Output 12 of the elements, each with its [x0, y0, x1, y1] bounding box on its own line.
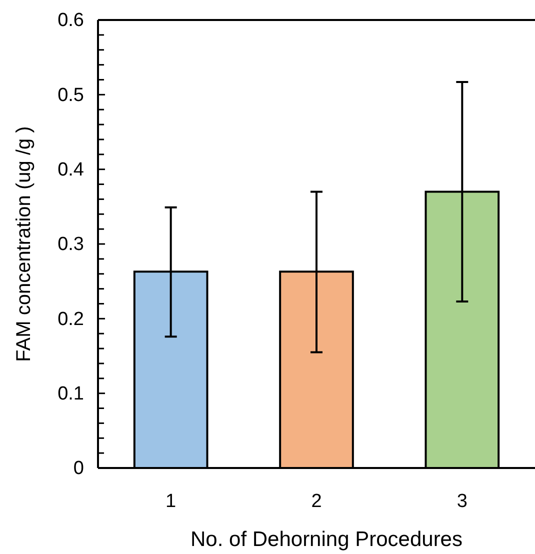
x-axis-title: No. of Dehorning Procedures: [190, 528, 462, 551]
y-tick-label: 0.5: [58, 84, 84, 106]
y-tick-label: 0.6: [58, 10, 84, 32]
y-axis-title: FAM concentration (ug /g ): [13, 126, 35, 362]
y-tick-label: 0.4: [58, 159, 84, 180]
x-tick-label: 1: [166, 491, 176, 512]
x-tick-label: 2: [311, 491, 322, 512]
y-tick-label: 0.1: [58, 383, 84, 404]
y-tick-label: 0.2: [58, 308, 84, 330]
y-tick-label: 0.3: [58, 234, 84, 256]
y-tick-label: 0: [73, 458, 84, 480]
x-tick-label: 3: [456, 491, 468, 512]
